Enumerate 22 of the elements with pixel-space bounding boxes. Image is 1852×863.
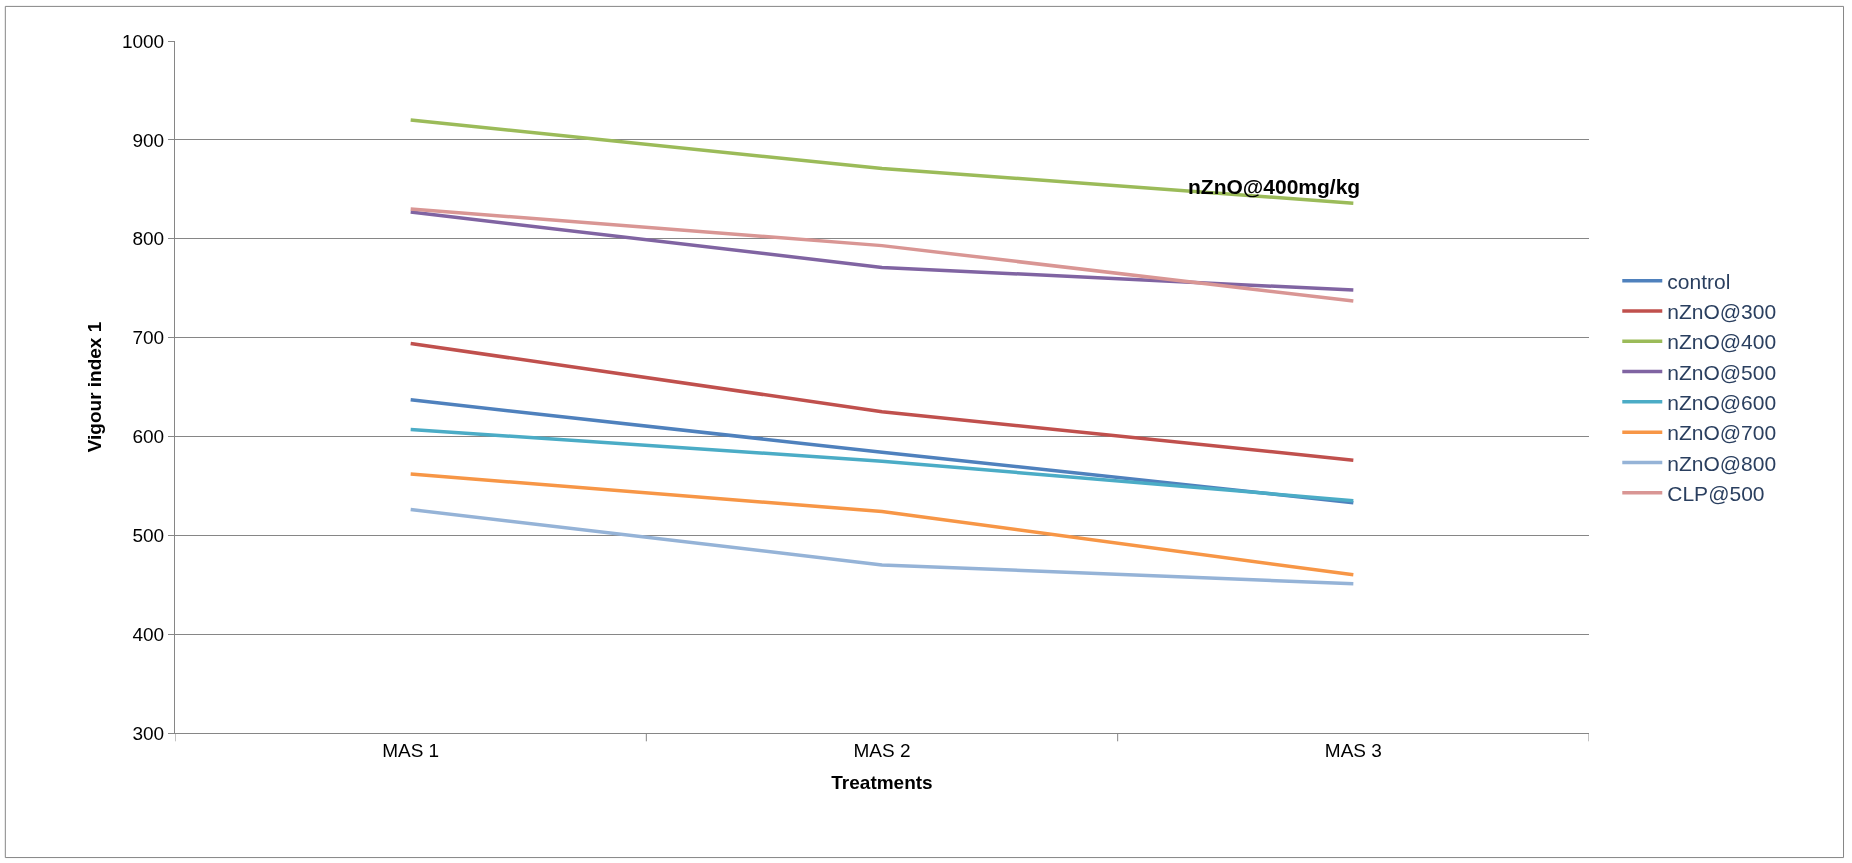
- x-tick-label: MAS 1: [382, 739, 440, 761]
- y-tick-label: 800: [132, 228, 165, 250]
- legend-label: nZnO@600: [1667, 391, 1777, 415]
- y-tick-label: 300: [132, 722, 165, 744]
- legend-label: nZnO@300: [1667, 300, 1777, 324]
- y-tick-label: 900: [132, 129, 165, 151]
- legend-label: control: [1667, 269, 1731, 293]
- y-axis-title: Vigour index 1: [83, 321, 105, 453]
- annotation: nZnO@400mg/kg: [1188, 175, 1361, 198]
- y-tick-label: 1000: [121, 30, 165, 52]
- x-tick-label: MAS 3: [1324, 739, 1382, 761]
- x-axis-title: Treatments: [831, 771, 933, 793]
- legend-label: nZnO@500: [1667, 360, 1777, 384]
- legend-label: nZnO@700: [1667, 421, 1777, 445]
- y-tick-label: 400: [132, 623, 165, 645]
- legend-label: CLP@500: [1667, 481, 1765, 505]
- y-tick-label: 700: [132, 327, 165, 349]
- y-tick-label: 600: [132, 426, 165, 448]
- legend-label: nZnO@400: [1667, 330, 1777, 354]
- x-tick-label: MAS 2: [853, 739, 911, 761]
- legend-label: nZnO@800: [1667, 451, 1777, 475]
- y-tick-label: 500: [132, 524, 165, 546]
